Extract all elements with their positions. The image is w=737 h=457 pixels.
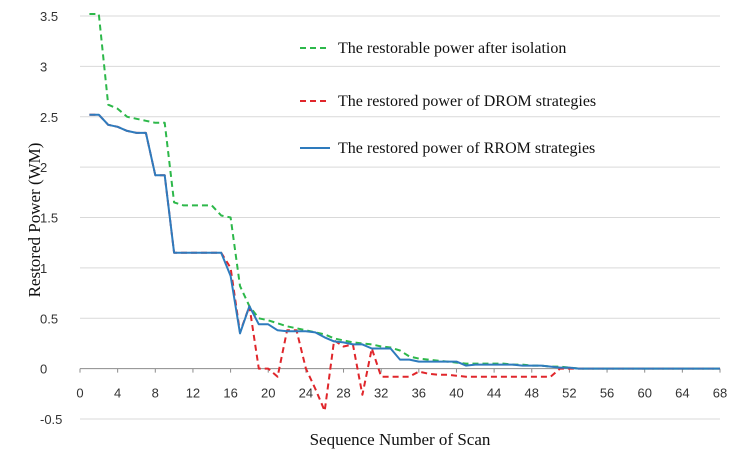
x-tick-label: 44 xyxy=(487,386,501,401)
x-tick-label: 0 xyxy=(76,386,83,401)
y-tick-label: 0.5 xyxy=(40,311,58,326)
y-tick-label: 1 xyxy=(40,261,47,276)
x-tick-label: 20 xyxy=(261,386,275,401)
x-tick-label: 4 xyxy=(114,386,121,401)
y-tick-label: -0.5 xyxy=(40,412,62,427)
x-tick-label: 56 xyxy=(600,386,614,401)
y-tick-label: 2 xyxy=(40,160,47,175)
x-tick-label: 68 xyxy=(713,386,727,401)
x-tick-label: 32 xyxy=(374,386,388,401)
gridlines xyxy=(80,15,720,420)
x-axis-title: Sequence Number of Scan xyxy=(310,430,491,449)
legend-label: The restored power of RROM strategies xyxy=(338,140,595,157)
x-tick-label: 52 xyxy=(562,386,576,401)
series-line-3 xyxy=(89,113,720,370)
y-axis-title: Restored Power (WM) xyxy=(25,143,44,298)
y-tick-label: 1.5 xyxy=(40,211,58,226)
x-tick-labels: 0 4 8 12 16 20 24 28 32 36 40 44 48 52 56 60 64 68 xyxy=(76,386,727,401)
legend: The restorable power after isolation The … xyxy=(300,40,596,157)
y-tick-label: 0 xyxy=(40,362,47,377)
x-tick-label: 40 xyxy=(449,386,463,401)
y-tick-label: 3.5 xyxy=(40,9,58,24)
x-tick-label: 48 xyxy=(525,386,539,401)
x-tick-label: 12 xyxy=(186,386,200,401)
legend-label: The restorable power after isolation xyxy=(338,40,566,57)
legend-label: The restored power of DROM strategies xyxy=(338,93,596,110)
y-tick-label: 3 xyxy=(40,59,47,74)
x-tick-label: 36 xyxy=(412,386,426,401)
x-tick-label: 8 xyxy=(152,386,159,401)
y-tick-labels: -0.5 0 0.5 1 1.5 2 2.5 3 3.5 xyxy=(40,9,62,427)
x-tick-label: 60 xyxy=(637,386,651,401)
series-lines xyxy=(89,13,720,412)
x-tick-label: 64 xyxy=(675,386,689,401)
x-tick-label: 16 xyxy=(223,386,237,401)
x-tick-label: 24 xyxy=(299,386,313,401)
x-tick-label: 28 xyxy=(336,386,350,401)
y-tick-label: 2.5 xyxy=(40,110,58,125)
